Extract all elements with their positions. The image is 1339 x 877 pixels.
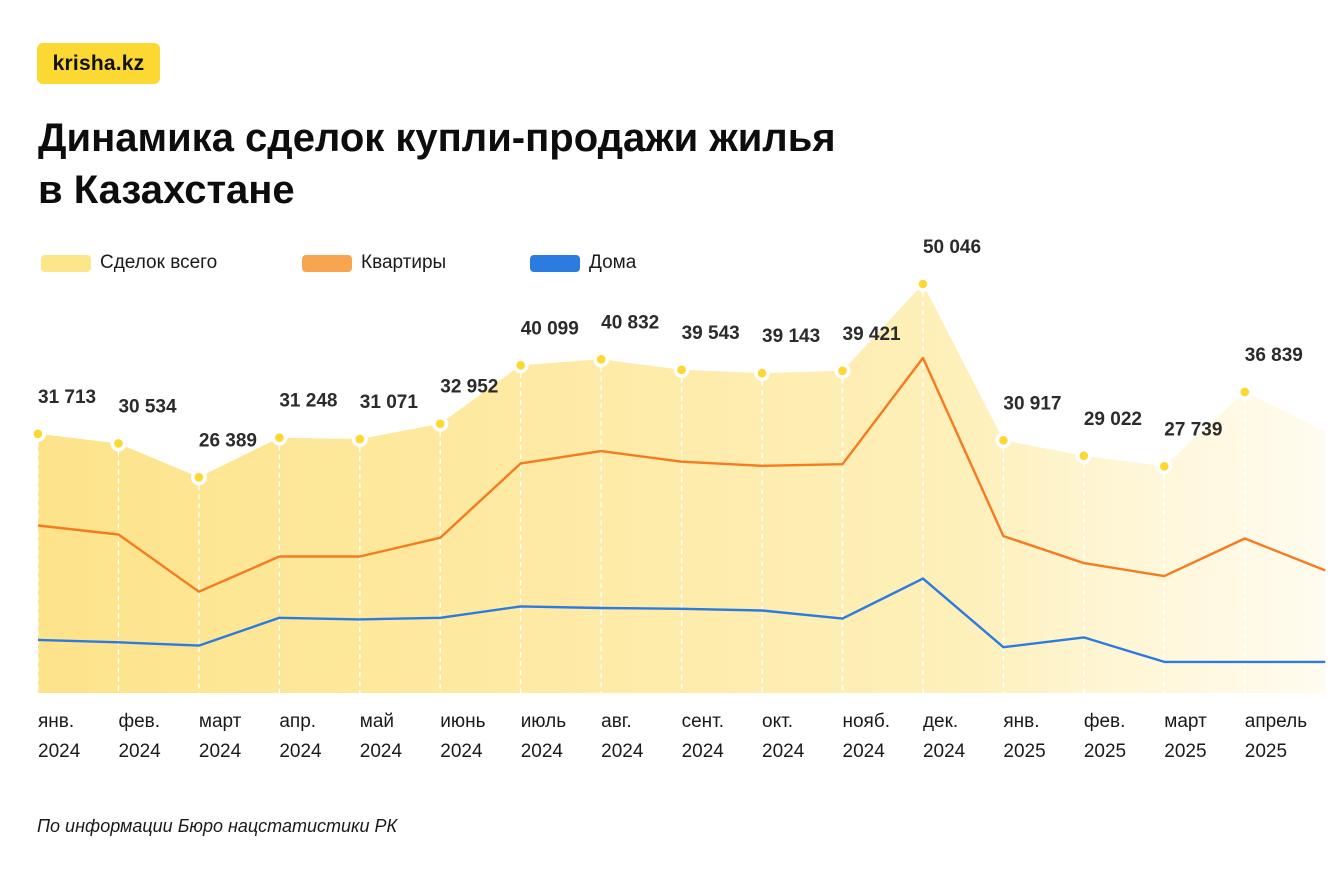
- data-point-3: [275, 433, 284, 442]
- value-label-11: 50 046: [923, 237, 981, 258]
- chart-title-line-2: в Казахстане: [38, 168, 295, 212]
- data-point-11: [918, 279, 928, 289]
- data-point-7: [596, 355, 606, 364]
- x-tick-year-6: 2024: [521, 741, 564, 762]
- x-tick-month-15: апрель: [1245, 711, 1307, 732]
- x-tick-month-5: июнь: [440, 711, 485, 732]
- x-tick-year-15: 2025: [1245, 741, 1287, 762]
- x-tick-year-11: 2024: [923, 741, 966, 762]
- x-tick-year-8: 2024: [682, 741, 725, 762]
- x-tick-year-4: 2024: [360, 741, 403, 762]
- value-label-15: 36 839: [1245, 345, 1303, 366]
- x-tick-year-12: 2025: [1003, 741, 1045, 762]
- legend-item-apartments: Квартиры: [302, 252, 446, 274]
- data-point-9: [757, 368, 767, 378]
- x-tick-year-2: 2024: [199, 741, 242, 762]
- data-point-15: [1240, 387, 1250, 397]
- value-label-14: 27 739: [1164, 419, 1222, 440]
- x-tick-month-14: март: [1164, 711, 1207, 732]
- value-label-4: 31 071: [360, 392, 419, 413]
- data-point-0: [33, 429, 43, 439]
- x-tick-month-6: июль: [521, 711, 567, 732]
- value-label-5: 32 952: [440, 377, 498, 398]
- legend-item-houses: Дома: [530, 252, 636, 274]
- x-tick-month-7: авг.: [601, 711, 632, 732]
- value-label-0: 31 713: [38, 387, 96, 408]
- x-tick-month-2: март: [199, 711, 242, 732]
- value-label-1: 30 534: [118, 396, 177, 417]
- value-label-9: 39 143: [762, 326, 820, 347]
- value-label-7: 40 832: [601, 312, 659, 333]
- value-label-6: 40 099: [521, 318, 579, 339]
- legend-item-total: Сделок всего: [41, 252, 217, 274]
- x-tick-year-7: 2024: [601, 741, 644, 762]
- x-tick-month-8: сент.: [682, 711, 724, 732]
- krisha-logo: krisha.kz: [37, 43, 160, 84]
- data-point-5: [435, 419, 445, 429]
- data-point-14: [1160, 462, 1169, 471]
- x-tick-year-13: 2025: [1084, 741, 1126, 762]
- data-point-4: [355, 434, 365, 444]
- value-label-2: 26 389: [199, 430, 257, 451]
- source-note: По информации Бюро нацстатистики РК: [37, 816, 398, 836]
- value-label-12: 30 917: [1003, 393, 1061, 414]
- houses-line: [37, 577, 1326, 664]
- x-tick-month-12: янв.: [1003, 711, 1039, 732]
- value-label-10: 39 421: [843, 324, 902, 345]
- legend-swatch-total: [41, 254, 91, 272]
- data-point-1: [114, 439, 123, 448]
- x-tick-month-13: фев.: [1084, 711, 1126, 732]
- value-label-8: 39 543: [682, 323, 740, 344]
- x-tick-year-3: 2024: [279, 741, 322, 762]
- chart-title: Динамика сделок купли-продажи жилья в Ка…: [38, 112, 1038, 216]
- x-tick-year-5: 2024: [440, 741, 483, 762]
- data-point-2: [194, 473, 204, 482]
- data-point-13: [1079, 451, 1089, 461]
- legend-swatch-apartments: [302, 254, 352, 272]
- x-tick-year-10: 2024: [843, 741, 886, 762]
- data-point-8: [677, 365, 686, 375]
- legend-swatch-houses: [530, 254, 580, 272]
- chart-title-line-1: Динамика сделок купли-продажи жилья: [38, 116, 836, 160]
- data-point-6: [516, 360, 525, 370]
- data-point-10: [838, 366, 847, 376]
- x-tick-year-9: 2024: [762, 741, 805, 762]
- value-label-13: 29 022: [1084, 409, 1142, 430]
- x-tick-month-0: янв.: [38, 711, 74, 732]
- apartments-line: [37, 356, 1326, 593]
- value-label-3: 31 248: [279, 391, 337, 412]
- x-tick-month-11: дек.: [923, 711, 958, 732]
- legend-label-apartments: Квартиры: [361, 252, 447, 273]
- legend-label-houses: Дома: [589, 252, 637, 273]
- x-tick-month-9: окт.: [762, 711, 793, 732]
- data-point-12: [999, 436, 1008, 445]
- x-tick-year-0: 2024: [38, 741, 81, 762]
- x-tick-month-4: май: [360, 711, 394, 732]
- x-tick-month-10: нояб.: [843, 711, 891, 732]
- x-tick-year-14: 2025: [1164, 741, 1206, 762]
- x-tick-month-1: фев.: [118, 711, 160, 732]
- x-tick-month-3: апр.: [279, 711, 316, 732]
- x-tick-year-1: 2024: [118, 741, 161, 762]
- legend-label-total: Сделок всего: [100, 252, 218, 273]
